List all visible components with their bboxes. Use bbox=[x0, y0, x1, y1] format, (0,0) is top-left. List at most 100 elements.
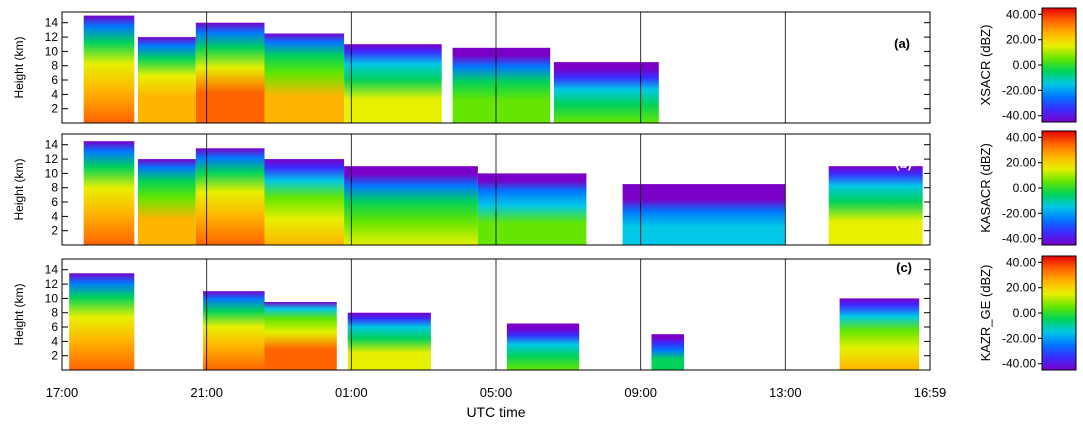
cloud-block bbox=[828, 166, 923, 245]
x-tick-label: 17:00 bbox=[46, 385, 79, 400]
colorbar-a-label: XSACR (dBZ) bbox=[978, 25, 993, 106]
colorbar-b-label: KASACR (dBZ) bbox=[978, 143, 993, 233]
cloud-block bbox=[347, 312, 431, 370]
panel-b-heatmap bbox=[83, 141, 923, 245]
y-tick-label: 2 bbox=[51, 349, 58, 363]
panel-a-frame bbox=[61, 11, 931, 124]
colorbar-a-ticks: 40.00 20.00 0.00 -20.00 -40.00 bbox=[1002, 7, 1042, 123]
y-tick-label: 10 bbox=[45, 44, 59, 58]
cloud-block bbox=[452, 47, 551, 123]
y-tick-label: 10 bbox=[45, 166, 59, 180]
y-tick-label: 8 bbox=[51, 181, 58, 195]
colorbar-tick-label: 20.00 bbox=[1006, 33, 1036, 47]
cloud-block bbox=[651, 334, 685, 370]
cloud-block bbox=[203, 291, 265, 370]
x-axis-tick-labels: 17:00 21:00 01:00 05:00 09:00 13:00 16:59 bbox=[46, 385, 947, 400]
colorbar-tick-label: 20.00 bbox=[1006, 156, 1036, 170]
colorbar-tick-label: 0.00 bbox=[1013, 306, 1037, 320]
cloud-block bbox=[477, 173, 587, 245]
x-tick-label: 01:00 bbox=[335, 385, 368, 400]
panel-c-heatmap bbox=[69, 273, 920, 370]
colorbar-c-ticks: 40.00 20.00 0.00 -20.00 -40.00 bbox=[1002, 255, 1042, 371]
cloud-block bbox=[195, 148, 265, 245]
x-tick-label: 09:00 bbox=[624, 385, 657, 400]
cloud-block bbox=[69, 273, 135, 370]
x-axis-label: UTC time bbox=[466, 404, 525, 420]
cloud-block bbox=[264, 159, 345, 245]
y-tick-label: 6 bbox=[51, 320, 58, 334]
cloud-block bbox=[344, 44, 442, 123]
cloud-block bbox=[264, 302, 337, 370]
panel-c-label: (c) bbox=[896, 260, 912, 275]
y-tick-label: 4 bbox=[51, 87, 58, 101]
panel-b-time-gridlines bbox=[206, 134, 786, 245]
panel-b-label: (b) bbox=[895, 156, 912, 171]
colorbar-tick-label: -20.00 bbox=[1002, 206, 1036, 220]
cloud-block bbox=[195, 22, 265, 123]
panel-c-time-gridlines bbox=[206, 259, 786, 370]
y-tick-label: 4 bbox=[51, 209, 58, 223]
y-tick-label: 6 bbox=[51, 195, 58, 209]
colorbar-b-gradient bbox=[1041, 130, 1077, 246]
y-tick-label: 14 bbox=[45, 138, 59, 152]
cloud-block bbox=[137, 37, 196, 123]
colorbar-tick-label: -40.00 bbox=[1002, 232, 1036, 246]
x-tick-label: 13:00 bbox=[769, 385, 802, 400]
colorbar-b: 40.00 20.00 0.00 -20.00 -40.00 KASACR (dBZ) bbox=[978, 130, 1077, 246]
cloud-block bbox=[839, 298, 920, 370]
cloud-block bbox=[137, 159, 196, 245]
y-tick-label: 2 bbox=[51, 102, 58, 116]
colorbar-a: 40.00 20.00 0.00 -20.00 -40.00 XSACR (dBZ) bbox=[978, 7, 1077, 123]
colorbar-tick-label: -20.00 bbox=[1002, 83, 1036, 97]
colorbar-tick-label: 40.00 bbox=[1006, 130, 1036, 144]
y-tick-label: 4 bbox=[51, 334, 58, 348]
cloud-block bbox=[622, 184, 786, 245]
panel-a-ylabel: Height (km) bbox=[12, 36, 26, 98]
y-tick-label: 12 bbox=[45, 277, 59, 291]
y-tick-label: 8 bbox=[51, 59, 58, 73]
colorbar-c-label: KAZR_GE (dBZ) bbox=[978, 265, 993, 362]
colorbar-tick-label: -40.00 bbox=[1002, 357, 1036, 371]
cloud-block bbox=[83, 141, 135, 245]
panel-c-ylabel: Height (km) bbox=[12, 283, 26, 345]
cloud-block bbox=[553, 62, 659, 123]
colorbar-tick-label: 0.00 bbox=[1013, 58, 1037, 72]
panel-a-label: (a) bbox=[894, 36, 910, 51]
y-tick-label: 12 bbox=[45, 30, 59, 44]
y-tick-label: 10 bbox=[45, 291, 59, 305]
y-tick-label: 14 bbox=[45, 16, 59, 30]
panel-a-time-gridlines bbox=[206, 12, 786, 123]
colorbar-tick-label: 0.00 bbox=[1013, 181, 1037, 195]
cloud-block bbox=[344, 166, 478, 245]
cloud-block bbox=[264, 33, 345, 123]
y-tick-label: 6 bbox=[51, 73, 58, 87]
x-tick-label: 16:59 bbox=[914, 385, 947, 400]
colorbar-tick-label: 40.00 bbox=[1006, 7, 1036, 21]
colorbar-tick-label: 40.00 bbox=[1006, 255, 1036, 269]
colorbar-tick-label: -40.00 bbox=[1002, 109, 1036, 123]
panel-a-heatmap bbox=[83, 15, 659, 123]
x-tick-label: 21:00 bbox=[190, 385, 223, 400]
cloud-block bbox=[83, 15, 135, 123]
colorbar-tick-label: 20.00 bbox=[1006, 281, 1036, 295]
colorbar-c-gradient bbox=[1041, 255, 1077, 371]
y-tick-label: 2 bbox=[51, 224, 58, 238]
y-tick-label: 8 bbox=[51, 306, 58, 320]
colorbar-c: 40.00 20.00 0.00 -20.00 -40.00 KAZR_GE (dBZ) bbox=[978, 255, 1077, 371]
y-tick-label: 12 bbox=[45, 152, 59, 166]
x-tick-label: 05:00 bbox=[480, 385, 513, 400]
panel-b-ylabel: Height (km) bbox=[12, 158, 26, 220]
cloud-block bbox=[506, 323, 580, 370]
colorbar-tick-label: -20.00 bbox=[1002, 331, 1036, 345]
panel-c-frame bbox=[61, 258, 931, 371]
y-tick-label: 14 bbox=[45, 263, 59, 277]
colorbar-b-ticks: 40.00 20.00 0.00 -20.00 -40.00 bbox=[1002, 130, 1042, 246]
colorbar-a-gradient bbox=[1041, 7, 1077, 123]
